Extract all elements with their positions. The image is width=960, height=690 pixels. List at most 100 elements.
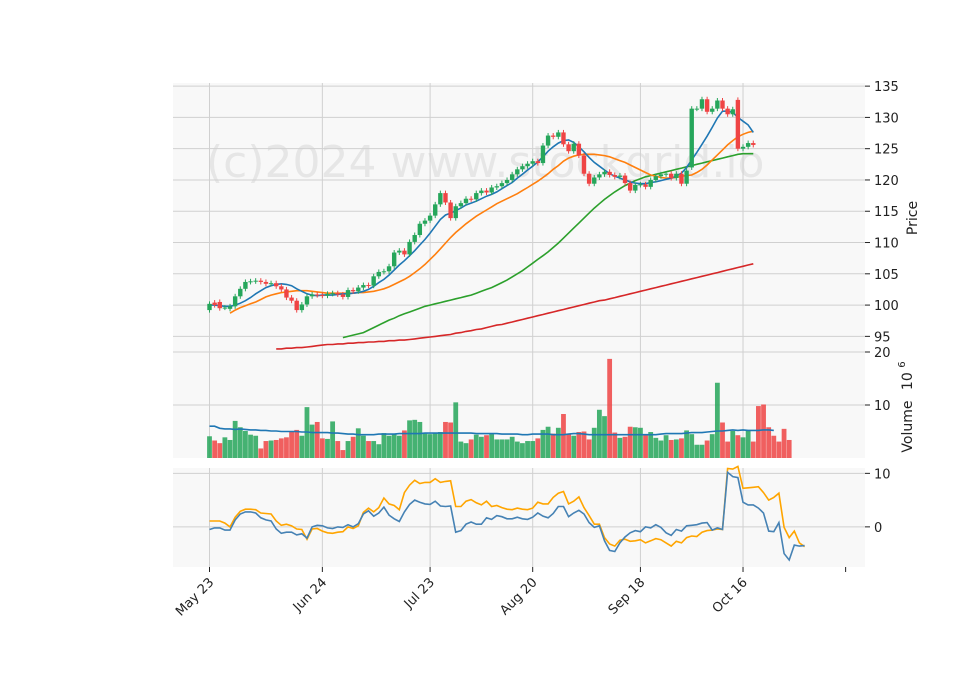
volume-bar	[376, 444, 382, 458]
candle-body	[617, 175, 623, 177]
ma-slow-line	[342, 152, 754, 339]
x-tick-label: Jun 24	[290, 575, 330, 615]
candle-body	[402, 250, 407, 255]
volume-bar	[484, 435, 489, 458]
volume-bar	[396, 435, 402, 458]
volume-bar	[684, 430, 689, 458]
volume-bar	[714, 382, 720, 458]
x-tick-label: May 23	[173, 575, 217, 619]
volume-bar	[361, 435, 366, 458]
candle-body	[417, 223, 423, 236]
volume-bar	[658, 440, 664, 458]
volume-bar	[756, 406, 761, 458]
candle-body	[330, 293, 335, 295]
volume-bar	[489, 434, 495, 458]
volume-bar	[504, 439, 510, 458]
candle-body	[715, 100, 720, 109]
volume-bar	[735, 435, 741, 458]
volume-bar	[740, 437, 746, 458]
ma-mid-line	[229, 130, 754, 314]
volume-bar	[243, 430, 248, 458]
volume-bar	[222, 437, 228, 458]
candle-body	[458, 203, 464, 207]
volume-bar	[581, 431, 587, 458]
volume-bar	[443, 421, 448, 458]
volume-bar	[253, 435, 259, 458]
candle-body	[725, 108, 730, 115]
volume-bar	[689, 434, 695, 458]
candle-body	[474, 193, 479, 200]
volume-bar	[576, 432, 582, 458]
candle-body	[268, 283, 274, 285]
volume-bar	[268, 440, 274, 458]
volume-bar	[520, 443, 525, 458]
volume-bar	[596, 409, 602, 458]
volume-bar	[284, 437, 289, 458]
candle-body	[622, 175, 628, 184]
volume-bar	[550, 433, 556, 458]
volume-bar	[412, 419, 418, 458]
candle-body	[735, 99, 741, 149]
volume-axis-base: 10	[900, 372, 916, 390]
volume-bar	[694, 444, 700, 458]
candle-body	[633, 184, 638, 191]
candle-body	[499, 183, 505, 187]
candle-body	[381, 271, 387, 273]
candle-body	[243, 281, 248, 289]
candle-body	[227, 306, 233, 309]
candle-body	[258, 280, 263, 282]
candle-body	[571, 143, 576, 152]
volume-bar	[730, 430, 736, 458]
volume-bar	[648, 432, 654, 458]
candle-body	[397, 250, 402, 253]
candle-body	[612, 174, 617, 177]
candle-body	[648, 179, 653, 187]
volume-y-tick-label: 10	[874, 399, 891, 414]
volume-bar	[776, 441, 782, 458]
candle-body	[638, 184, 643, 186]
price-y-tick-label: 105	[874, 268, 899, 283]
candle-body	[658, 174, 664, 177]
volume-bar	[499, 439, 505, 458]
volume-bar	[627, 426, 633, 458]
volume-bar	[699, 444, 705, 458]
candle-body	[643, 184, 648, 187]
volume-bar	[386, 435, 392, 458]
volume-bar	[494, 439, 500, 458]
volume-bar	[709, 434, 715, 458]
volume-bar	[422, 433, 428, 458]
x-tick-label: Aug 20	[497, 575, 540, 618]
candle-body	[335, 293, 340, 295]
volume-bar	[786, 439, 792, 458]
candle-body	[391, 252, 397, 267]
candle-body	[412, 235, 417, 242]
volume-bar	[612, 432, 618, 458]
candle-body	[371, 276, 376, 286]
volume-bar	[632, 427, 638, 458]
volume-bar	[232, 420, 238, 458]
volume-bar	[263, 441, 269, 458]
volume-bar	[509, 436, 515, 458]
volume-bar	[679, 438, 684, 458]
candle-body	[253, 280, 258, 282]
candle-body	[356, 287, 361, 292]
candle-body	[427, 215, 433, 221]
price-y-tick-label: 100	[874, 299, 899, 314]
candle-body	[592, 177, 597, 184]
volume-bar	[371, 441, 377, 458]
volume-bar	[668, 439, 674, 458]
price-y-tick-label: 115	[874, 205, 899, 220]
candle-body	[422, 220, 428, 224]
candle-body	[556, 132, 561, 137]
volume-bar	[530, 441, 536, 458]
volume-bar	[704, 440, 710, 458]
volume-bar	[335, 441, 341, 458]
candle-body	[309, 294, 315, 297]
osc-y-tick-label: 0	[874, 521, 882, 536]
candle-body	[597, 174, 602, 178]
volume-bar	[561, 414, 566, 458]
price-y-tick-label: 120	[874, 174, 899, 189]
candle-body	[525, 163, 530, 167]
volume-bar	[545, 426, 551, 458]
candle-body	[576, 143, 582, 156]
